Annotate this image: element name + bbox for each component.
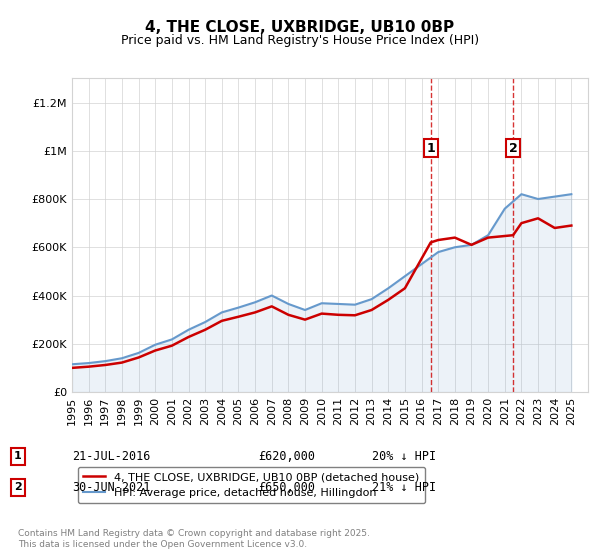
Text: 2: 2 bbox=[14, 482, 22, 492]
Text: 1: 1 bbox=[427, 142, 435, 155]
Text: 2: 2 bbox=[509, 142, 517, 155]
Text: 4, THE CLOSE, UXBRIDGE, UB10 0BP: 4, THE CLOSE, UXBRIDGE, UB10 0BP bbox=[145, 20, 455, 35]
Legend: 4, THE CLOSE, UXBRIDGE, UB10 0BP (detached house), HPI: Average price, detached : 4, THE CLOSE, UXBRIDGE, UB10 0BP (detach… bbox=[77, 466, 425, 503]
Text: 21% ↓ HPI: 21% ↓ HPI bbox=[372, 480, 436, 494]
Text: Price paid vs. HM Land Registry's House Price Index (HPI): Price paid vs. HM Land Registry's House … bbox=[121, 34, 479, 46]
Text: 21-JUL-2016: 21-JUL-2016 bbox=[72, 450, 151, 463]
Text: £620,000: £620,000 bbox=[258, 450, 315, 463]
Text: Contains HM Land Registry data © Crown copyright and database right 2025.
This d: Contains HM Land Registry data © Crown c… bbox=[18, 529, 370, 549]
Text: £650,000: £650,000 bbox=[258, 480, 315, 494]
Text: 20% ↓ HPI: 20% ↓ HPI bbox=[372, 450, 436, 463]
Text: 1: 1 bbox=[14, 451, 22, 461]
Text: 30-JUN-2021: 30-JUN-2021 bbox=[72, 480, 151, 494]
